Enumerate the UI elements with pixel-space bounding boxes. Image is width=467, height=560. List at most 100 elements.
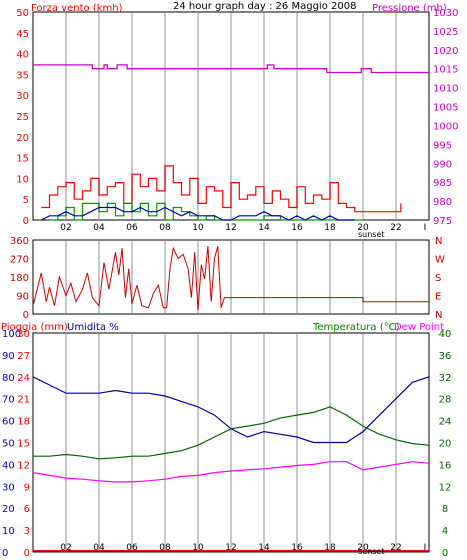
compass-tick-1: W [435, 255, 445, 266]
rain-tick-40: 40 [2, 460, 15, 471]
wind-tick-20: 20 [16, 133, 29, 144]
temperature-tick-12: 12 [439, 482, 452, 493]
temperature-tick-8: 8 [442, 504, 448, 515]
pressure-tick-975: 975 [433, 216, 452, 227]
x-tick-2-16: 16 [291, 543, 303, 553]
pressure-line [33, 64, 429, 74]
dewpoint-label: Dew Point [394, 322, 444, 333]
temperature-label: Temperatura (°C) [312, 322, 400, 333]
wind-tick-50: 50 [16, 8, 29, 19]
pressure-tick-995: 995 [433, 140, 452, 151]
humidity-tick-9: 9 [24, 482, 30, 493]
x-tick-1-04: 04 [93, 223, 105, 233]
pressure-tick-990: 990 [433, 159, 452, 170]
temperature-tick-40: 40 [439, 329, 452, 340]
compass-tick-2: S [435, 273, 441, 284]
x-tick-2-I: I [424, 543, 427, 553]
direction-tick-360: 360 [10, 236, 29, 247]
x-tick-2-18: 18 [324, 543, 336, 553]
compass-tick-4: N [435, 310, 442, 321]
x-tick-1-22: 22 [390, 223, 401, 233]
x-tick-2-22: 22 [390, 543, 401, 553]
rain-label: Pioggia (mm) [1, 322, 68, 333]
dewpoint-line [32, 461, 430, 483]
humidity-tick-3: 3 [24, 526, 30, 537]
pressure-label: Pressione (mb) [372, 3, 447, 14]
temperature-tick-32: 32 [439, 373, 452, 384]
pressure-tick-1025: 1025 [433, 27, 458, 38]
wind-average-line [41, 206, 355, 221]
wind-tick-10: 10 [16, 174, 29, 185]
humidity-tick-24: 24 [17, 373, 30, 384]
pressure-tick-1010: 1010 [433, 84, 458, 95]
x-tick-1-16: 16 [291, 223, 303, 233]
temperature-tick-36: 36 [439, 351, 452, 362]
wind-speed-line [41, 165, 402, 213]
chart-title: 24 hour graph day : 26 Maggio 2008 [173, 1, 356, 12]
temperature-tick-28: 28 [439, 395, 452, 406]
x-tick-2-08: 08 [159, 543, 171, 553]
rain-tick-50: 50 [2, 439, 15, 450]
pressure-tick-1000: 1000 [433, 121, 458, 132]
x-tick-2-04: 04 [93, 543, 105, 553]
humidity-tick-12: 12 [17, 460, 30, 471]
pressure-tick-980: 980 [433, 197, 452, 208]
x-tick-1-14: 14 [258, 223, 270, 233]
x-tick-1-I: I [424, 223, 427, 233]
wind-tick-0: 0 [23, 216, 29, 227]
x-tick-2-06: 06 [126, 543, 138, 553]
pressure-tick-1005: 1005 [433, 103, 458, 114]
direction-tick-180: 180 [10, 273, 29, 284]
direction-tick-90: 90 [16, 292, 29, 303]
rain-tick-10: 10 [2, 526, 15, 537]
rain-tick-70: 70 [2, 395, 15, 406]
wind-tick-5: 5 [23, 195, 29, 206]
x-tick-1-02: 02 [60, 223, 71, 233]
wind-direction-line [32, 246, 429, 310]
wind-gust-line [49, 202, 363, 221]
x-tick-1-18: 18 [324, 223, 336, 233]
x-tick-2-02: 02 [60, 543, 71, 553]
wind-tick-30: 30 [16, 91, 29, 102]
x-tick-1-10: 10 [192, 223, 204, 233]
pressure-tick-1015: 1015 [433, 65, 458, 76]
direction-tick-0: 0 [23, 310, 29, 321]
humidity-tick-18: 18 [17, 417, 30, 428]
pressure-tick-985: 985 [433, 178, 452, 189]
rain-tick-90: 90 [2, 351, 15, 362]
wind-tick-15: 15 [16, 154, 29, 165]
temperature-tick-20: 20 [439, 439, 452, 450]
direction-tick-270: 270 [10, 255, 29, 266]
rain-tick-20: 20 [2, 504, 15, 515]
rain-tick-60: 60 [2, 417, 15, 428]
humidity-tick-15: 15 [17, 439, 30, 450]
humidity-tick-27: 27 [17, 351, 30, 362]
compass-tick-0: N [435, 236, 442, 247]
temperature-line [33, 406, 430, 460]
x-tick-1-20: 20 [357, 223, 369, 233]
sunset-label-2: sunset [358, 547, 385, 556]
wind-tick-35: 35 [16, 70, 29, 81]
wind-speed-label: Forza vento (kmh) [31, 3, 123, 14]
temperature-tick-4: 4 [442, 526, 448, 537]
rain-tick-30: 30 [2, 482, 15, 493]
x-tick-2-20: 20 [357, 543, 369, 553]
sunset-label-1: sunset [358, 230, 385, 239]
temperature-tick-24: 24 [439, 417, 452, 428]
rain-tick-80: 80 [2, 373, 15, 384]
x-tick-1-06: 06 [126, 223, 138, 233]
compass-tick-3: E [435, 292, 441, 303]
rain-tick-100: 100 [2, 329, 21, 340]
humidity-label: Umidita % [67, 322, 119, 333]
pressure-tick-1030: 1030 [433, 8, 458, 19]
humidity-tick-21: 21 [17, 395, 30, 406]
x-tick-2-14: 14 [258, 543, 270, 553]
humidity-tick-6: 6 [24, 504, 30, 515]
wind-tick-25: 25 [16, 112, 29, 123]
humidity-tick-0: 0 [24, 548, 30, 556]
humidity-tick-30: 30 [17, 329, 30, 340]
x-tick-2-10: 10 [192, 543, 204, 553]
pressure-tick-1020: 1020 [433, 46, 458, 57]
x-tick-2-12: 12 [225, 543, 236, 553]
